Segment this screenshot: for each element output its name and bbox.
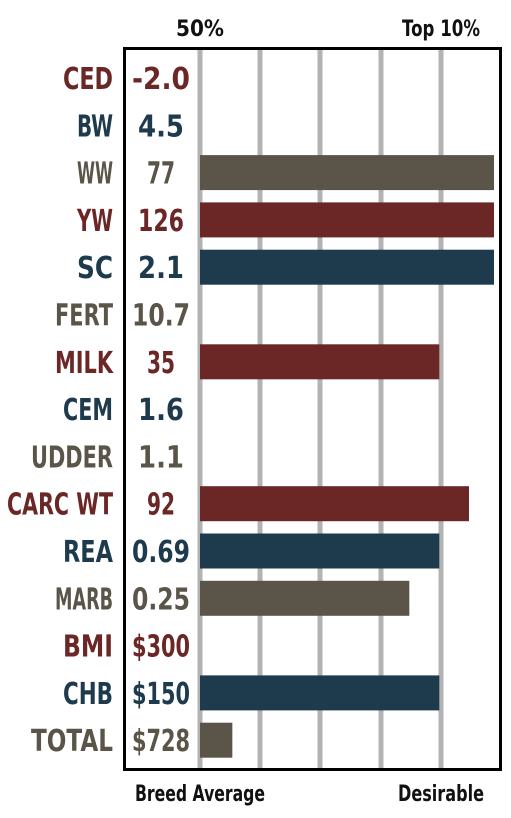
- value-label: -2.0: [132, 62, 190, 97]
- value-label: 10.7: [132, 299, 190, 334]
- trait-label: CED: [63, 62, 113, 97]
- value-label: 1.6: [138, 393, 184, 428]
- trait-label: BMI: [63, 630, 113, 665]
- bottom-label-breed-average: Breed Average: [135, 782, 265, 807]
- trait-label: FERT: [55, 299, 113, 334]
- trait-label: YW: [76, 204, 113, 239]
- bar-chb: [200, 675, 440, 711]
- bar-sc: [200, 249, 494, 285]
- value-label: 1.1: [138, 440, 184, 475]
- value-label: 126: [138, 204, 184, 239]
- bar-milk: [200, 344, 440, 380]
- value-label: 0.25: [132, 582, 190, 617]
- value-label: $150: [132, 677, 190, 712]
- bottom-label-desirable: Desirable: [398, 782, 484, 807]
- value-label: 2.1: [138, 251, 184, 286]
- trait-label: REA: [63, 535, 114, 570]
- chart-frame: [123, 47, 502, 771]
- trait-label: WW: [77, 157, 113, 192]
- value-label: 35: [147, 346, 175, 381]
- trait-label: SC: [77, 251, 113, 286]
- trait-label: CHB: [63, 677, 113, 712]
- bar-yw: [200, 202, 494, 238]
- trait-label: CEM: [63, 393, 113, 428]
- bar-ww: [200, 155, 494, 191]
- top-label-50-percent: 50%: [176, 17, 224, 42]
- value-label: 92: [147, 488, 175, 523]
- value-label: $728: [132, 724, 190, 759]
- bar-rea: [200, 533, 440, 569]
- bar-marb: [200, 580, 410, 616]
- trait-label: CARC WT: [7, 488, 113, 523]
- value-label: $300: [132, 630, 190, 665]
- top-label-top-10-percent: Top 10%: [402, 17, 480, 42]
- bar-total: [200, 722, 233, 758]
- value-label: 0.69: [132, 535, 190, 570]
- bars: [200, 155, 494, 758]
- value-label: 4.5: [138, 109, 184, 144]
- trait-label: MILK: [55, 346, 114, 381]
- trait-label: BW: [77, 109, 113, 144]
- trait-label: TOTAL: [31, 724, 113, 759]
- trait-label: UDDER: [31, 440, 113, 475]
- row-labels: CED -2.0 BW 4.5 WW 77 YW 126 SC 2.1 FERT 10.7 MILK 35…: [7, 62, 190, 759]
- value-label: 77: [147, 157, 175, 192]
- bar-carc-wt: [200, 486, 470, 522]
- trait-label: MARB: [55, 582, 113, 617]
